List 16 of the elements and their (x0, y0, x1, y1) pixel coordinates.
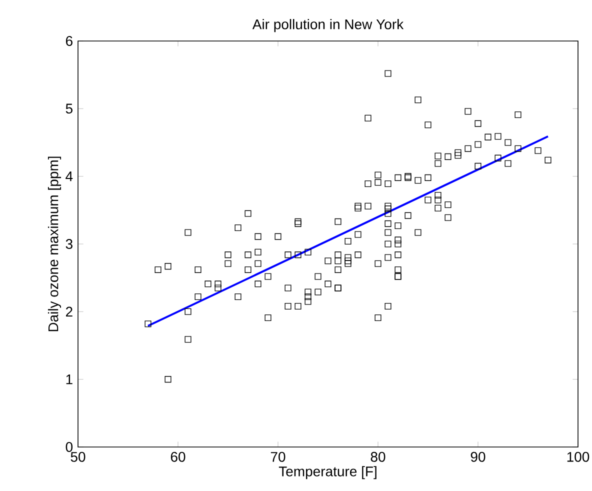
x-tick-label: 80 (370, 452, 386, 462)
y-tick-label: 5 (66, 104, 72, 114)
y-tick-label: 6 (66, 36, 72, 46)
y-tick-label: 2 (66, 306, 72, 317)
x-axis-title: Temperature [F] (278, 466, 376, 480)
y-tick-label: 0 (66, 442, 73, 452)
y-tick-label: 4 (66, 172, 73, 182)
x-tick-label: 70 (270, 452, 286, 462)
y-tick-label: 3 (66, 239, 72, 249)
x-tick-label: 60 (170, 452, 186, 462)
x-tick-label: 90 (470, 452, 486, 462)
y-tick-label: 1 (66, 374, 72, 384)
x-tick-label: 100 (567, 452, 590, 462)
x-tick-label: 50 (70, 452, 86, 462)
y-axis-title: Daily ozone maximum [ppm] (48, 156, 62, 332)
chart-title: Air pollution in New York (252, 19, 404, 32)
